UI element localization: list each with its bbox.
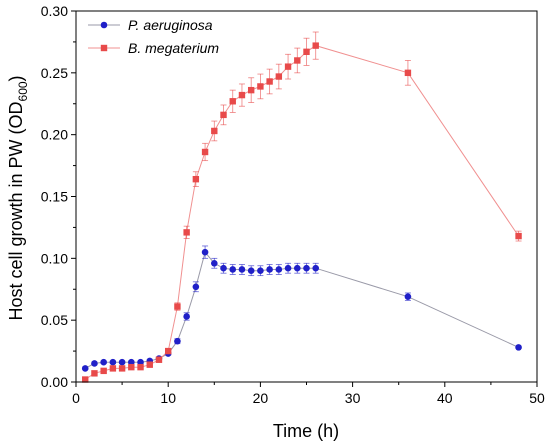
data-point xyxy=(247,267,255,275)
y-tick-label: 0.25 xyxy=(41,65,68,81)
data-point xyxy=(294,57,301,64)
data-point xyxy=(201,148,209,156)
y-axis-title-main: Host cell growth in PW (OD xyxy=(6,101,26,320)
data-point xyxy=(515,232,522,240)
data-point xyxy=(155,356,163,363)
data-point xyxy=(238,91,246,99)
data-point xyxy=(220,111,227,119)
data-point xyxy=(146,361,153,368)
x-tick-label: 10 xyxy=(160,390,176,406)
data-point xyxy=(312,264,320,272)
data-point xyxy=(137,363,144,371)
legend: P. aeruginosa B. megaterium xyxy=(88,17,219,56)
data-point xyxy=(238,266,246,273)
data-point xyxy=(284,63,292,70)
data-point xyxy=(284,264,292,272)
data-point xyxy=(192,175,200,183)
data-point xyxy=(515,344,522,351)
data-point xyxy=(303,48,310,56)
data-point xyxy=(211,259,218,267)
y-tick-label: 0.20 xyxy=(41,127,68,143)
y-tick-label: 0.05 xyxy=(41,312,68,328)
data-point xyxy=(201,248,209,256)
series-line xyxy=(84,45,520,380)
data-point xyxy=(118,365,126,372)
x-tick-label: 40 xyxy=(437,390,453,406)
data-point xyxy=(100,358,107,366)
data-point xyxy=(100,367,107,375)
plot-area xyxy=(81,31,522,383)
data-point xyxy=(81,365,89,372)
y-tick-label: 0.10 xyxy=(41,250,68,266)
legend-marker xyxy=(100,21,108,29)
x-tick-label: 50 xyxy=(529,390,545,406)
y-axis-title-close: ) xyxy=(6,75,26,81)
y-axis-title-subscript: 600 xyxy=(16,81,30,101)
data-point xyxy=(91,360,98,367)
data-point xyxy=(192,283,200,291)
data-point xyxy=(293,264,301,272)
data-point xyxy=(109,358,117,366)
x-axis-title: Time (h) xyxy=(273,421,339,441)
data-point xyxy=(174,303,181,310)
data-point xyxy=(247,86,255,94)
data-point xyxy=(183,313,190,320)
data-point xyxy=(220,264,227,272)
axes: 0 10 20 30 40 50 0.00 0.05 0.10 0.15 0.20 0.25 0.30 xyxy=(41,3,545,406)
data-point xyxy=(312,42,319,49)
data-point xyxy=(174,337,181,345)
data-point xyxy=(404,69,412,77)
data-point xyxy=(128,358,135,366)
y-tick-label: 0.30 xyxy=(41,3,68,19)
y-tick-label: 0.15 xyxy=(41,189,68,205)
data-point xyxy=(109,365,117,372)
data-point xyxy=(183,229,190,236)
data-point xyxy=(303,264,310,272)
x-tick-label: 30 xyxy=(345,390,361,406)
data-point xyxy=(275,73,283,80)
data-point xyxy=(404,293,412,300)
y-tick-label: 0.00 xyxy=(41,374,68,390)
series-line xyxy=(84,251,519,369)
data-point xyxy=(257,267,264,275)
legend-label: P. aeruginosa xyxy=(128,17,213,33)
x-tick-label: 0 xyxy=(72,390,80,406)
data-point xyxy=(266,78,273,85)
series-2 xyxy=(82,31,522,383)
data-point xyxy=(211,127,218,135)
data-point xyxy=(118,358,126,366)
y-axis-title: Host cell growth in PW (OD600) xyxy=(6,75,30,320)
data-point xyxy=(82,376,89,383)
data-point xyxy=(266,266,273,273)
data-point xyxy=(229,98,236,105)
x-tick-label: 20 xyxy=(253,390,269,406)
data-point xyxy=(275,266,283,273)
data-point xyxy=(91,370,98,377)
legend-marker xyxy=(100,44,108,52)
data-point xyxy=(165,347,172,355)
data-point xyxy=(229,266,237,273)
data-point xyxy=(257,83,264,90)
legend-label: B. megaterium xyxy=(128,40,219,56)
data-point xyxy=(128,363,135,371)
data-point xyxy=(137,358,144,366)
